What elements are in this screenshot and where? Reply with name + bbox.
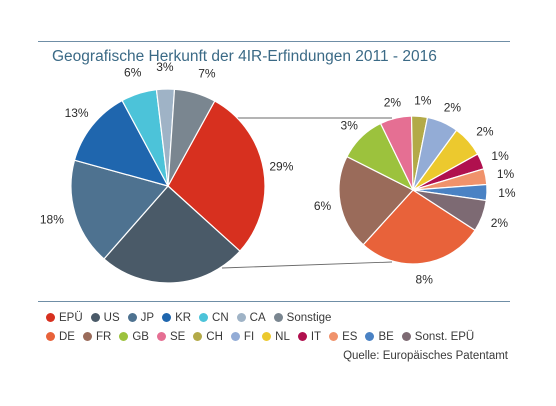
legend: EPÜ US JP KR CN CA Sonstige DE FR GB SE CH FI NL IT ES… [46, 308, 516, 346]
legend-item-jp: JP [128, 312, 154, 324]
legend-rule [38, 301, 510, 302]
data-label-se: 2% [384, 96, 402, 110]
legend-swatch [128, 313, 137, 322]
legend-item-cn: CN [199, 312, 229, 324]
data-label-nl: 2% [476, 125, 494, 139]
legend-item-gb: GB [119, 331, 149, 343]
connector-line-bottom [222, 262, 392, 268]
legend-swatch [237, 313, 246, 322]
legend-swatch [91, 313, 100, 322]
legend-swatch [162, 313, 171, 322]
legend-item-sonstige: Sonstige [274, 312, 332, 324]
legend-item-se: SE [157, 331, 185, 343]
legend-label: CH [206, 331, 223, 343]
legend-row-countries: EPÜ US JP KR CN CA Sonstige [46, 308, 516, 327]
data-label-gb: 3% [341, 118, 359, 132]
legend-item-ch: CH [193, 331, 223, 343]
legend-label: EPÜ [59, 312, 83, 324]
legend-item-us: US [91, 312, 120, 324]
legend-swatch [329, 332, 338, 341]
data-label-fi: 2% [444, 100, 462, 114]
legend-row-epo-countries: DE FR GB SE CH FI NL IT ES BE Sonst. EPÜ [46, 327, 516, 346]
legend-label: BE [378, 331, 393, 343]
legend-label: US [104, 312, 120, 324]
legend-item-es: ES [329, 331, 357, 343]
legend-item-it: IT [298, 331, 321, 343]
legend-swatch [46, 332, 55, 341]
legend-label: CA [250, 312, 266, 324]
data-label-jp: 18% [40, 213, 64, 227]
legend-swatch [231, 332, 240, 341]
legend-item-fr: FR [83, 331, 111, 343]
legend-label: Sonstige [287, 312, 332, 324]
data-label-es: 1% [497, 167, 515, 181]
legend-swatch [83, 332, 92, 341]
legend-item-de: DE [46, 331, 75, 343]
data-label-kr: 13% [65, 106, 89, 120]
data-label-de: 8% [416, 272, 434, 286]
data-label-us: 25% [163, 298, 187, 300]
main-pie [71, 89, 265, 283]
legend-swatch [298, 332, 307, 341]
pie-charts: 29% 25% 18% 13% 6% 3% 7% 8% 6% 3% 2% 1% 2% 2% 1% 1% 1% 2% [0, 0, 556, 300]
legend-swatch [199, 313, 208, 322]
data-label-fr: 6% [314, 199, 332, 213]
legend-label: JP [141, 312, 154, 324]
legend-item-ep: EPÜ [46, 312, 83, 324]
legend-swatch [157, 332, 166, 341]
legend-item-nl: NL [262, 331, 290, 343]
legend-swatch [262, 332, 271, 341]
legend-label: KR [175, 312, 191, 324]
legend-item-be: BE [365, 331, 393, 343]
data-label-it: 1% [491, 149, 509, 163]
data-label-sonstige: 7% [198, 67, 216, 81]
legend-label: DE [59, 331, 75, 343]
legend-swatch [365, 332, 374, 341]
legend-item-ca: CA [237, 312, 266, 324]
legend-label: CN [212, 312, 229, 324]
data-label-ch: 1% [414, 93, 432, 107]
legend-item-sonst-ep: Sonst. EPÜ [402, 331, 474, 343]
legend-swatch [193, 332, 202, 341]
legend-item-kr: KR [162, 312, 191, 324]
source-note: Quelle: Europäisches Patentamt [343, 350, 508, 362]
legend-label: ES [342, 331, 357, 343]
data-label-ep: 29% [269, 160, 293, 174]
legend-label: SE [170, 331, 185, 343]
legend-swatch [402, 332, 411, 341]
legend-label: GB [132, 331, 149, 343]
legend-swatch [119, 332, 128, 341]
data-label-cn: 6% [124, 65, 142, 79]
legend-label: Sonst. EPÜ [415, 331, 474, 343]
data-label-ca: 3% [156, 60, 174, 74]
data-label-be: 1% [498, 186, 516, 200]
data-label-sonst-ep: 2% [491, 216, 509, 230]
legend-label: NL [275, 331, 290, 343]
legend-label: FI [244, 331, 254, 343]
legend-label: FR [96, 331, 111, 343]
legend-swatch [46, 313, 55, 322]
detail-pie [339, 116, 487, 264]
legend-swatch [274, 313, 283, 322]
legend-item-fi: FI [231, 331, 254, 343]
legend-label: IT [311, 331, 321, 343]
